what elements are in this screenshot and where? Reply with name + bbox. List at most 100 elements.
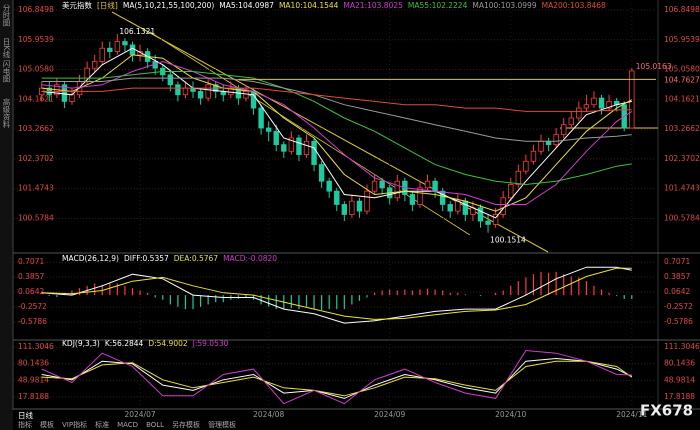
- candle-body: [265, 127, 272, 132]
- tab[interactable]: VIP指标: [62, 420, 87, 429]
- y-tick-label: 102.3702: [18, 154, 54, 163]
- y-tick-label: 105.9539: [18, 35, 54, 44]
- x-tick-label: 2024/10: [495, 410, 526, 419]
- x-tick-label: 2024/09: [374, 410, 405, 419]
- candle-body: [273, 130, 279, 146]
- candle-body: [91, 61, 98, 69]
- candle-body: [129, 44, 136, 56]
- candle-body: [371, 180, 378, 192]
- x-tick-label: 2024/08: [253, 410, 284, 419]
- candle-body: [258, 107, 264, 129]
- sidebar-item[interactable]: 高级资料: [2, 97, 11, 130]
- panel-title: 美元指数: [62, 0, 92, 10]
- y-tick-label: 103.2662: [664, 124, 700, 133]
- candle-body: [114, 41, 121, 52]
- candle-body: [576, 107, 582, 119]
- y-tick-label: 101.4743: [664, 184, 700, 193]
- candle-body: [629, 70, 635, 129]
- y-tick-label: -0.5786: [664, 317, 693, 326]
- watermark: FX678: [640, 402, 693, 420]
- candle-body: [250, 91, 257, 109]
- price-annotation: 106.1321: [119, 27, 155, 36]
- sidebar-item[interactable]: 分时图: [2, 4, 11, 28]
- legend-entry: DEA:0.5767: [174, 254, 219, 263]
- candle-body: [538, 140, 544, 152]
- candle-body: [530, 150, 537, 162]
- candle-body: [334, 190, 340, 205]
- y-tick-label: 0.0642: [664, 287, 690, 296]
- price-annotation: 105.0163: [636, 62, 672, 71]
- legend-entry: DIFF:0.5357: [124, 254, 169, 263]
- y-tick-label: 101.4743: [18, 184, 54, 193]
- candle-body: [439, 190, 446, 205]
- y-tick-label: 17.8188: [18, 392, 49, 401]
- indicator-line: [41, 360, 633, 397]
- y-tick-label: 106.8498: [664, 5, 700, 14]
- candle-body: [485, 220, 491, 225]
- candle-body: [175, 84, 181, 96]
- candle-body: [561, 124, 567, 136]
- y-tick-label: 106.8498: [18, 5, 54, 14]
- candle-body: [205, 84, 211, 99]
- indicator-line: [41, 349, 632, 405]
- legend-entry: K:56.2844: [105, 339, 144, 348]
- tab[interactable]: BOLL: [146, 421, 164, 429]
- candle-body: [349, 200, 355, 215]
- period: [日线]: [97, 0, 118, 10]
- y-tick-label: 0.3857: [664, 272, 690, 281]
- candle-body: [583, 104, 590, 109]
- tab[interactable]: 管理模板: [208, 420, 236, 429]
- legend-entry: MA21:103.8025: [343, 1, 403, 10]
- level-label: 104.7627: [664, 75, 700, 84]
- candle-body: [591, 97, 597, 106]
- candle-body: [288, 137, 295, 152]
- trend-line: [149, 31, 471, 236]
- y-tick-label: -0.2572: [18, 302, 47, 311]
- legend-entry: MA5:104.0987: [219, 1, 274, 10]
- y-tick-label: 105.9539: [664, 35, 700, 44]
- y-tick-label: 100.5784: [664, 213, 700, 222]
- period-label: 日线: [18, 410, 33, 420]
- candle-body: [477, 207, 484, 222]
- indicator-line: [41, 267, 632, 320]
- candle-body: [107, 47, 113, 52]
- candle-body: [243, 91, 249, 99]
- candle-body: [523, 160, 529, 172]
- y-tick-label: -0.2572: [664, 302, 693, 311]
- candle-body: [122, 41, 128, 46]
- legend-entry: MA100:103.0999: [472, 1, 536, 10]
- panel-title: KDJ(9,3,3): [62, 339, 100, 348]
- legend-entry: J:59.0530: [192, 339, 229, 348]
- y-tick-label: 102.3702: [664, 154, 700, 163]
- y-tick-label: 111.3046: [18, 342, 54, 351]
- legend-entry: MACD:-0.0820: [223, 254, 277, 263]
- candle-body: [379, 180, 385, 189]
- tab[interactable]: 标准: [95, 420, 109, 429]
- tab[interactable]: 指标: [18, 420, 32, 429]
- sidebar-item[interactable]: 闪电图: [2, 60, 11, 84]
- candle-body: [311, 140, 317, 165]
- candle-body: [364, 190, 370, 212]
- tab[interactable]: 模板: [40, 420, 54, 429]
- price-annotation: 100.1514: [490, 236, 526, 245]
- tab[interactable]: 另存模板: [172, 420, 200, 429]
- y-tick-label: 104.1621: [664, 94, 700, 103]
- candle-body: [492, 214, 499, 225]
- candle-body: [462, 200, 469, 215]
- y-tick-label: 80.1436: [664, 359, 695, 368]
- candle-body: [356, 200, 363, 212]
- sidebar-item[interactable]: 日K线: [2, 38, 11, 58]
- tab[interactable]: MACD: [117, 421, 138, 429]
- candle-body: [281, 144, 287, 152]
- y-tick-label: 0.7071: [18, 257, 44, 266]
- candle-body: [296, 137, 302, 155]
- panel-title: MACD(26,12,9): [62, 254, 119, 263]
- legend-entry: D:54.9002: [148, 339, 188, 348]
- candle-body: [508, 184, 514, 199]
- candle-body: [99, 47, 105, 62]
- legend-entry: MA10:104.1544: [279, 1, 339, 10]
- candle-body: [447, 204, 453, 212]
- candle-body: [568, 117, 574, 126]
- indicator-line: [41, 87, 632, 112]
